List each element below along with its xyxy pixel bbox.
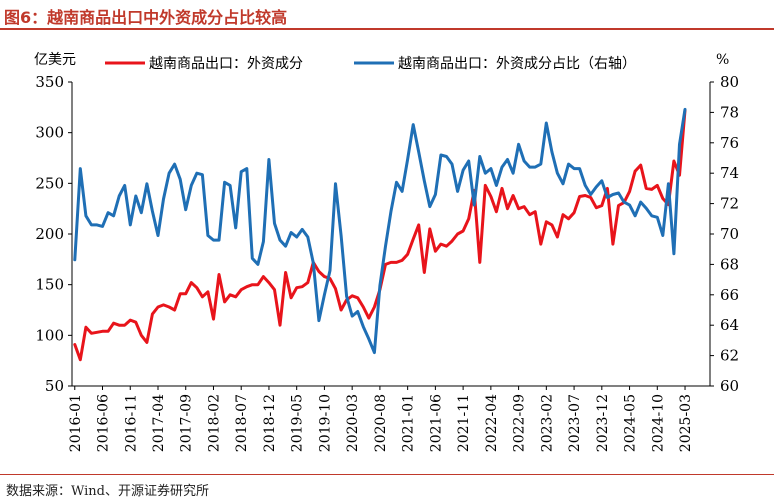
x-tick-label: 2024-05	[623, 394, 639, 452]
series-line-foreign-capital	[73, 108, 687, 362]
y-left-tick-label: 200	[35, 225, 64, 243]
y-right-tick-label: 64	[720, 316, 739, 334]
x-tick-label: 2023-02	[539, 394, 555, 452]
y-right-tick-label: 60	[720, 377, 739, 395]
legend-label-foreign-share: 越南商品出口：外资成分占比（右轴）	[398, 56, 636, 72]
y-right-tick-label: 68	[720, 255, 739, 273]
y-right-tick-label: 62	[720, 347, 739, 365]
y-right-tick-label: 74	[720, 164, 739, 182]
x-tick-label: 2020-03	[345, 394, 361, 452]
y-left-tick-label: 300	[35, 124, 64, 142]
legend-label-foreign-capital: 越南商品出口：外资成分	[149, 56, 303, 72]
x-tick-label: 2018-12	[262, 394, 278, 452]
x-tick-label: 2017-09	[179, 394, 195, 452]
x-tick-label: 2019-05	[290, 394, 306, 452]
source-rule	[0, 474, 774, 475]
y-left-tick-label: 100	[35, 326, 64, 344]
title-rule	[0, 28, 774, 30]
y-right-tick-label: 76	[720, 134, 739, 152]
chart-axes: 50 100 150 200 250 300 350 60 62 64 66 68 70 72 74 76 78…	[34, 52, 739, 452]
y-left-unit: 亿美元	[34, 52, 76, 68]
y-right-tick-label: 70	[720, 225, 739, 243]
y-left-tick-label: 250	[35, 174, 64, 192]
y-left-tick-label: 350	[35, 73, 64, 91]
series-layer	[73, 107, 687, 362]
x-tick-label: 2019-10	[317, 394, 333, 452]
line-chart: 50 100 150 200 250 300 350 60 62 64 66 68 70 72 74 76 78…	[34, 52, 739, 452]
x-tick-label: 2023-12	[595, 394, 611, 452]
x-tick-label: 2020-08	[373, 394, 389, 452]
y-left-tick-label: 150	[35, 276, 64, 294]
x-tick-label: 2018-02	[206, 394, 222, 452]
series-line-foreign-share	[73, 107, 687, 355]
x-tick-label: 2016-11	[123, 394, 139, 452]
y-right-tick-label: 80	[720, 73, 739, 91]
x-tick-label: 2022-04	[484, 394, 500, 452]
x-tick-label: 2022-09	[512, 394, 528, 452]
x-tick-label: 2024-10	[650, 394, 666, 452]
y-right-tick-label: 78	[720, 103, 739, 121]
x-tick-label: 2023-07	[567, 394, 583, 452]
x-tick-label: 2021-06	[428, 394, 444, 452]
x-tick-label: 2016-06	[96, 394, 112, 452]
x-tick-label: 2016-01	[68, 394, 84, 452]
chart-legend: 越南商品出口：外资成分 越南商品出口：外资成分占比（右轴）	[105, 56, 636, 72]
y-left-tick-label: 50	[45, 377, 64, 395]
x-tick-label: 2021-11	[456, 394, 472, 452]
y-right-tick-label: 72	[720, 195, 739, 213]
source-note: 数据来源：Wind、开源证券研究所	[6, 484, 209, 499]
y-right-unit: %	[716, 52, 729, 68]
x-tick-label: 2017-04	[151, 394, 167, 452]
x-tick-label: 2021-01	[401, 394, 417, 452]
x-tick-label: 2018-07	[234, 394, 250, 452]
x-tick-label: 2025-03	[678, 394, 694, 452]
y-right-tick-label: 66	[720, 286, 739, 304]
figure-title: 图6：越南商品出口中外资成分占比较高	[4, 8, 288, 27]
